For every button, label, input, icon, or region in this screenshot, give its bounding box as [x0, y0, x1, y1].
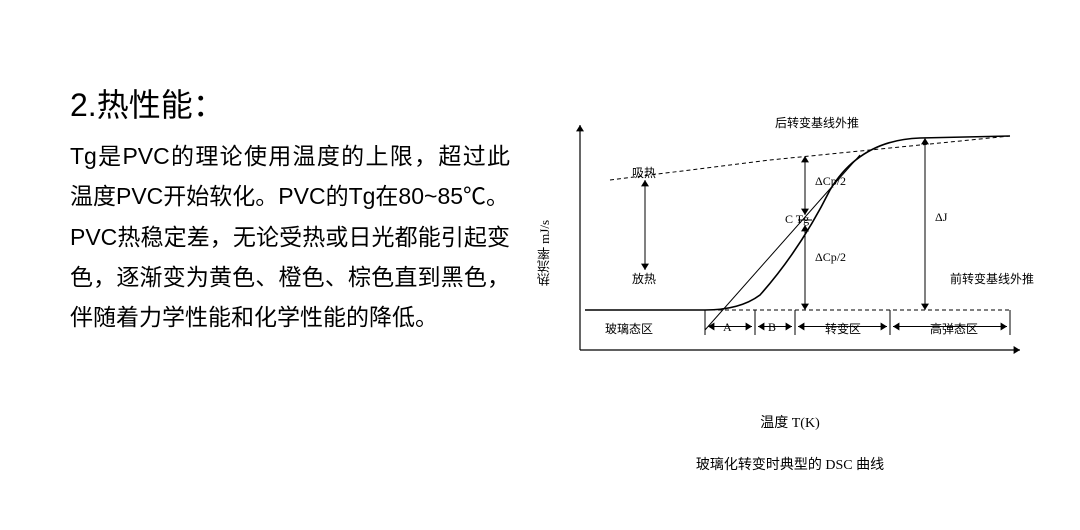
dsc-chart: 热流率 mJ/s 后转变基线外推 吸热 放热 ΔCp/2 C Tg ΔCp/2 …	[540, 120, 1040, 400]
label-top-baseline: 后转变基线外推	[775, 114, 859, 131]
paragraph-2: PVC热稳定差，无论受热或日光都能引起变色，逐渐变为黄色、橙色、棕色直到黑色，伴…	[70, 217, 510, 338]
label-region-b: B	[768, 320, 776, 335]
label-c-tg: C Tg	[785, 212, 809, 227]
section-heading: 2.热性能：	[70, 80, 510, 126]
chart-column: 热流率 mJ/s 后转变基线外推 吸热 放热 ΔCp/2 C Tg ΔCp/2 …	[540, 120, 1040, 474]
paragraph-1: Tg是PVC的理论使用温度的上限，超过此温度PVC开始软化。PVC的Tg在80~…	[70, 136, 510, 217]
label-dj: ΔJ	[935, 210, 947, 225]
label-endo: 吸热	[632, 164, 656, 181]
label-dcp-upper: ΔCp/2	[815, 174, 846, 189]
x-axis-label: 温度 T(K)	[540, 412, 1040, 432]
label-region-transition: 转变区	[825, 320, 861, 337]
text-column: 2.热性能： Tg是PVC的理论使用温度的上限，超过此温度PVC开始软化。PVC…	[70, 80, 510, 474]
chart-caption: 玻璃化转变时典型的 DSC 曲线	[540, 454, 1040, 474]
label-exo: 放热	[632, 270, 656, 287]
label-region-glass: 玻璃态区	[605, 320, 653, 337]
label-dcp-lower: ΔCp/2	[815, 250, 846, 265]
label-region-a: A	[723, 320, 732, 335]
label-pre-baseline: 前转变基线外推	[950, 270, 1034, 287]
y-axis-label: 热流率 mJ/s	[535, 220, 554, 286]
label-region-elastic: 高弹态区	[930, 320, 978, 337]
